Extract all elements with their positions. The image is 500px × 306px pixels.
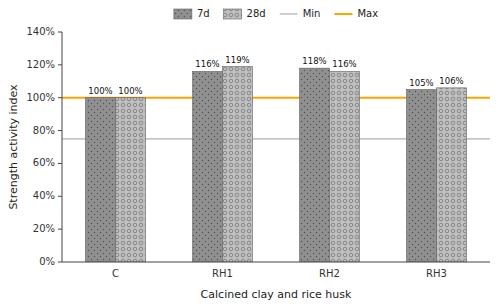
data-label: 116% [332,59,356,69]
legend-item: 7d [174,8,210,19]
bar [116,98,146,262]
data-labels: 100% 116% 118% 105% 100% 119% 116% 106% [88,55,463,96]
bar [300,68,330,262]
legend-swatch [174,9,192,19]
y-tick-label: 140% [26,26,55,37]
x-tick-label: RH2 [319,268,340,279]
bar [193,71,223,262]
legend: 7d 28d Min Max [174,8,378,19]
y-tick-label: 0% [39,256,55,267]
y-tick [58,130,62,131]
x-tick-label: RH3 [426,268,447,279]
y-tick-label: 100% [26,92,55,103]
legend-label: Max [357,8,378,19]
legend-label: 28d [247,8,266,19]
bar [437,88,467,262]
y-tick [58,262,62,263]
x-axis-line [62,262,490,263]
y-tick-label: 120% [26,59,55,70]
y-tick [58,97,62,98]
y-tick [58,64,62,65]
chart: Strength activity index Calcined clay and… [0,0,500,306]
bar [86,98,116,262]
bar-series [116,67,467,263]
y-axis: 0% 20% 40% 60% 80% 100% 120% 140% [26,26,62,267]
legend-swatch [280,13,298,14]
legend-label: 7d [197,8,210,19]
x-axis: C RH1 RH2 RH3 [112,268,447,279]
data-label: 116% [195,59,219,69]
legend-item: Min [280,8,321,19]
legend-label: Min [303,8,321,19]
y-tick-label: 80% [33,125,55,136]
y-tick-label: 40% [33,190,55,201]
y-axis-line [62,32,63,262]
data-label: 105% [409,78,433,88]
bar [223,67,253,263]
legend-item: Max [334,8,378,19]
data-label: 100% [88,86,112,96]
bar [407,90,437,263]
y-tick [58,163,62,164]
data-label: 106% [439,76,463,86]
legend-swatch [224,9,242,19]
data-label: 100% [118,86,142,96]
x-tick-label: C [112,268,119,279]
y-tick [58,196,62,197]
legend-swatch [334,13,352,15]
bar-series [86,68,437,262]
legend-item: 28d [224,8,266,19]
x-tick-label: RH1 [212,268,233,279]
y-tick [58,229,62,230]
y-tick-label: 60% [33,157,55,168]
y-tick [58,32,62,33]
data-label: 118% [302,56,326,66]
plot-area [62,67,490,263]
y-axis-label: Strength activity index [7,84,20,210]
y-tick-label: 20% [33,223,55,234]
x-axis-label: Calcined clay and rice husk [201,288,352,301]
bar [330,71,360,262]
data-label: 119% [225,55,249,65]
